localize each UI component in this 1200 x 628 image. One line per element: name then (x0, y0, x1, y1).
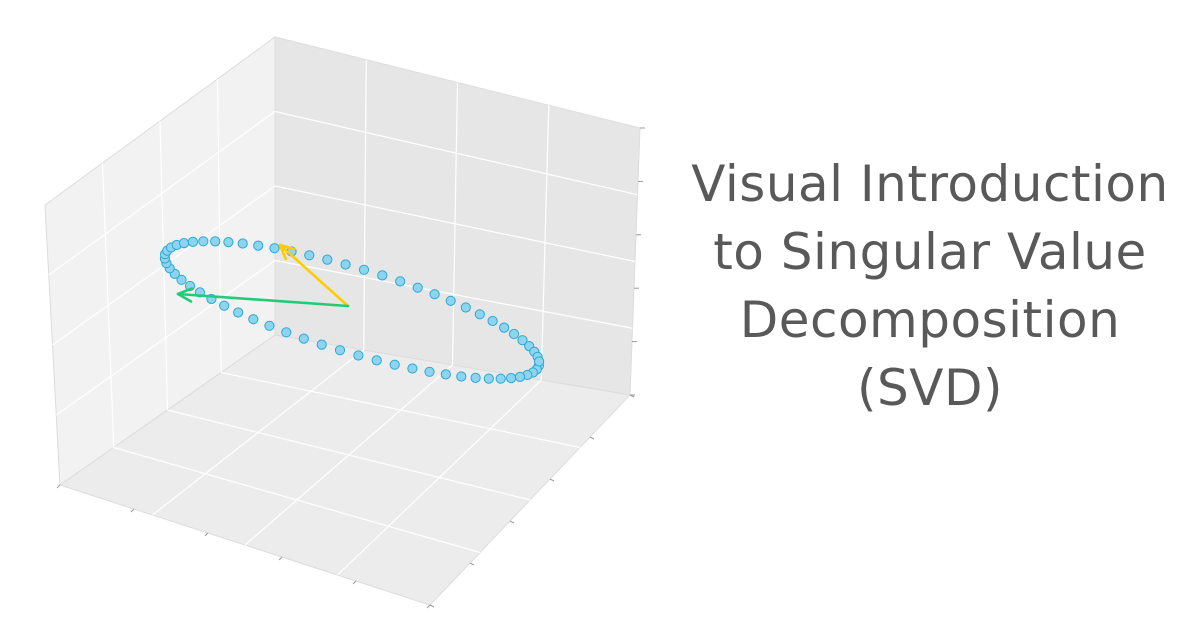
ellipse-point (377, 270, 388, 281)
ellipse-point (412, 282, 423, 293)
grid-line (274, 185, 636, 263)
singular-vectors (176, 243, 350, 308)
ellipse-point (198, 236, 209, 247)
axis-tick (352, 580, 357, 585)
ellipse-point (445, 295, 456, 306)
ellipse-point (517, 335, 528, 346)
ellipse-point (407, 363, 418, 374)
ellipse-point (499, 322, 510, 333)
ellipse-point (456, 371, 467, 382)
ellipse-point (474, 309, 485, 320)
ellipse-point (223, 237, 234, 248)
ellipse-point (353, 350, 364, 361)
ellipse-point (237, 238, 248, 249)
grid-line (216, 78, 222, 373)
ellipse-point (340, 259, 351, 270)
ellipse-point (508, 328, 520, 340)
title-block: Visual Introduction to Singular Value De… (690, 150, 1170, 422)
axis-tick (426, 604, 431, 609)
ellipse-point (248, 314, 259, 325)
ellipse-point (210, 236, 221, 247)
ellipse-point (470, 372, 481, 383)
ellipse-point (440, 369, 451, 380)
vector-1-arrow-head (278, 243, 296, 261)
ellipse-point (371, 355, 382, 366)
grid-line (221, 371, 581, 449)
ellipse-point (487, 315, 498, 327)
axis-tick (130, 508, 135, 513)
ellipse-point (316, 339, 327, 350)
grid-line (540, 105, 550, 381)
vector-2-arrow-shaft (176, 292, 350, 308)
axis-tick (204, 532, 209, 537)
ellipse-point (506, 373, 517, 384)
ellipse-point (233, 307, 244, 318)
axis-tick (278, 556, 283, 561)
svd-3d-plot (44, 36, 645, 609)
ellipse-point (178, 238, 190, 249)
title-line-2: to Singular Value (713, 223, 1147, 281)
ellipse-point (429, 289, 440, 300)
ellipse-point (495, 373, 506, 384)
axis-tick (429, 604, 435, 608)
grid-line (55, 260, 276, 416)
axis-tick (469, 562, 475, 566)
ellipse-point (269, 243, 280, 254)
ellipse-point (187, 236, 198, 247)
ellipse-point (253, 240, 264, 251)
grid-line (167, 409, 531, 501)
axes-panes (44, 36, 641, 606)
title-line-4: (SVD) (857, 359, 1003, 417)
grid-line (274, 259, 633, 329)
axis-tick (509, 520, 515, 524)
ellipse-point (304, 250, 315, 261)
grid-line (337, 379, 542, 576)
vector-1-arrow (278, 243, 350, 308)
vector-2-arrow-head (176, 287, 194, 303)
ellipse-point (334, 345, 346, 356)
axis-tick (56, 484, 61, 489)
ellipse-point (534, 356, 545, 367)
ellipse-point (395, 276, 406, 287)
ellipse-point (389, 359, 400, 370)
axis-ticks (56, 127, 645, 609)
vector-1-arrow-shaft (278, 243, 350, 308)
ellipse-point (424, 366, 435, 377)
vector-2-arrow (176, 287, 350, 308)
ellipse-point (514, 371, 526, 382)
ellipse-point (176, 274, 187, 285)
ellipse-point (322, 254, 333, 265)
ellipse-point (358, 264, 370, 275)
ellipse-point (483, 373, 494, 384)
title-line-3: Decomposition (739, 291, 1121, 349)
axis-tick (589, 436, 595, 440)
ellipse-point (298, 333, 309, 344)
ellipse-point (219, 300, 230, 311)
ellipse-point (264, 320, 275, 331)
ellipse-point (281, 327, 292, 338)
axis-tick (549, 478, 555, 482)
title-line-1: Visual Introduction (691, 155, 1169, 213)
ellipse-point (460, 302, 471, 313)
